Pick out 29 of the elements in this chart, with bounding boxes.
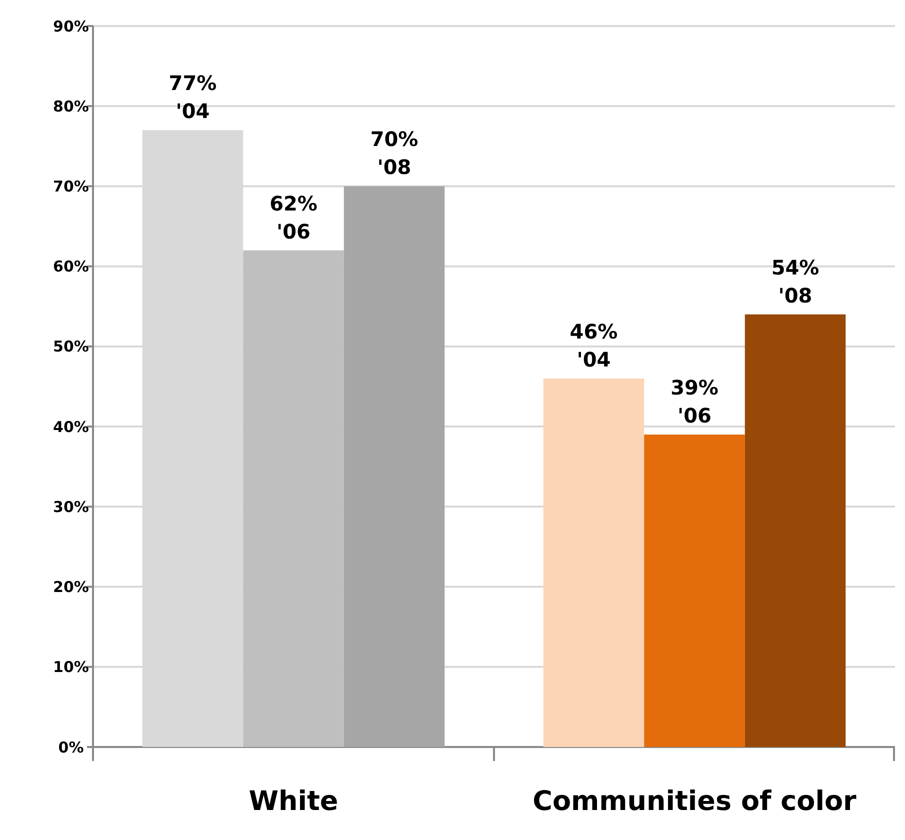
x-tick-label: Communities of color [532, 786, 857, 817]
data-label: 39% [670, 376, 718, 400]
bar [543, 378, 644, 747]
bar [243, 250, 344, 747]
x-tick-label: White [248, 786, 338, 817]
bar [344, 186, 445, 747]
y-tick-label: 90% [53, 17, 89, 36]
data-label: 62% [270, 191, 318, 216]
series-label: '08 [377, 155, 412, 180]
y-tick-label: 50% [53, 338, 89, 356]
data-label: 70% [370, 127, 418, 152]
bar [644, 434, 745, 747]
y-tick-label: 40% [53, 418, 89, 436]
text: '06 [678, 404, 712, 428]
y-tick-label: 70% [53, 177, 89, 196]
data-label: 54% [771, 255, 820, 280]
y-tick-label: 30% [53, 498, 89, 516]
bar [744, 314, 846, 747]
text: '08 [778, 283, 812, 308]
text: '04 [176, 99, 210, 124]
y-tick-label: 80% [53, 97, 89, 116]
data-label: 46% [570, 319, 618, 344]
y-tick-label: 60% [53, 258, 89, 276]
series-label: '06 [276, 219, 310, 244]
y-tick-label: 10% [53, 658, 89, 676]
data-label: 77% [168, 71, 217, 96]
y-tick-label: 0% [58, 738, 84, 756]
y-tick-label: 20% [53, 578, 89, 596]
series-label: '04 [576, 347, 611, 372]
